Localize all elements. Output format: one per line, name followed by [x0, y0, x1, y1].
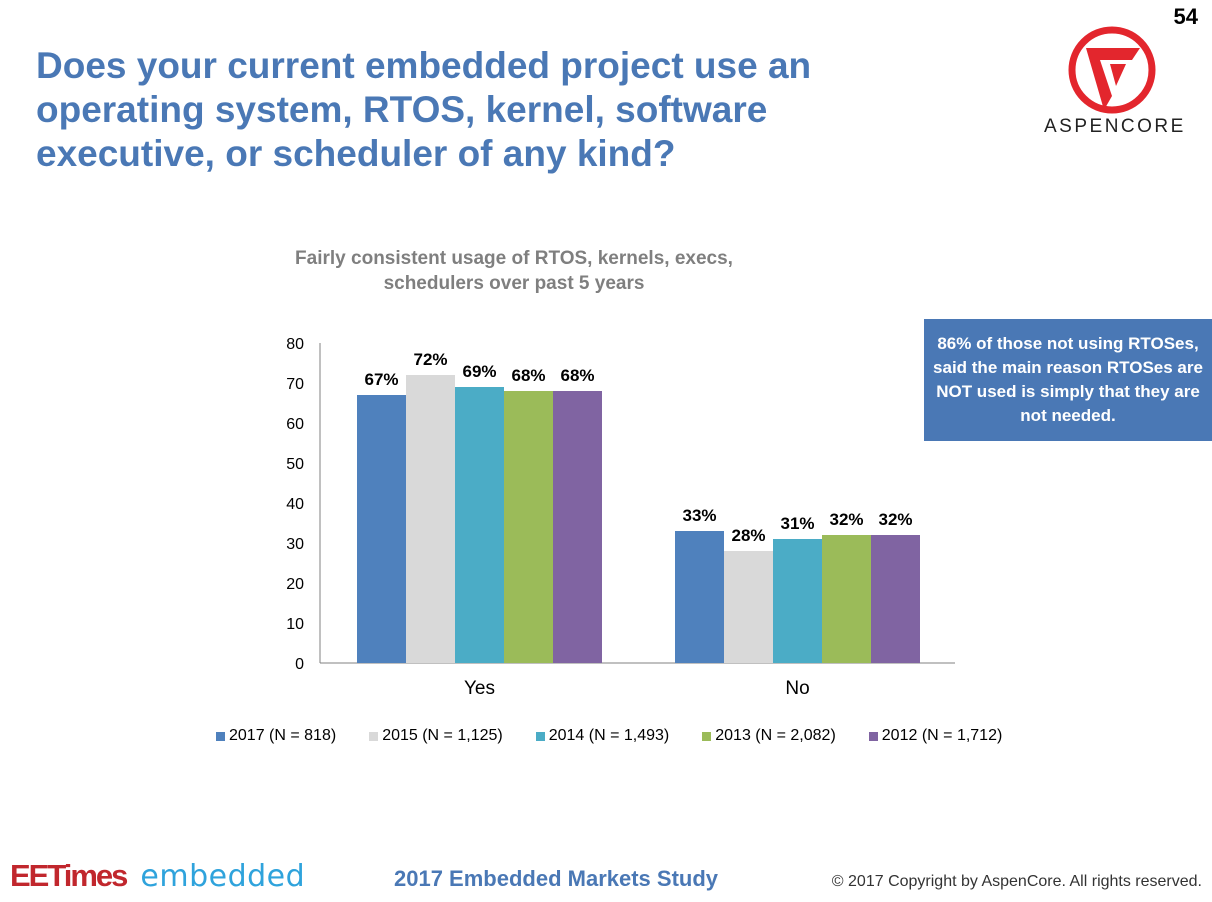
bar-no-2 — [724, 551, 773, 663]
bar-data-label: 32% — [878, 510, 912, 529]
aspencore-logo — [1068, 26, 1156, 114]
x-category-label: No — [785, 678, 809, 699]
bar-yes-4 — [504, 391, 553, 663]
bar-data-label: 33% — [682, 506, 716, 525]
bar-no-5 — [871, 535, 920, 663]
bar-no-4 — [822, 535, 871, 663]
bar-yes-2 — [406, 375, 455, 663]
legend-label: 2013 (N = 2,082) — [715, 727, 836, 744]
callout-box: 86% of those not using RTOSes, said the … — [924, 319, 1212, 441]
legend-swatch — [535, 731, 545, 741]
legend-label: 2014 (N = 1,493) — [548, 727, 670, 744]
legend-item: 2017 (N = 818) — [216, 727, 336, 745]
bar-data-label: 32% — [829, 510, 863, 529]
study-name: 2017 Embedded Markets Study — [394, 866, 719, 891]
bar-data-label: 69% — [462, 362, 496, 381]
bar-data-label: 68% — [511, 366, 545, 385]
eetimes-wordmark: EETimes — [10, 858, 128, 893]
bar-data-label: 31% — [780, 514, 814, 533]
y-tick-label: 40 — [286, 496, 304, 513]
embedded-wordmark: embedded — [140, 859, 306, 894]
y-tick-label: 70 — [286, 376, 304, 393]
legend-item: 2014 (N = 1,493) — [535, 727, 670, 745]
y-tick-label: 10 — [286, 616, 304, 633]
legend-swatch — [868, 731, 878, 741]
bar-data-label: 68% — [560, 366, 594, 385]
legend-label: 2015 (N = 1,125) — [382, 727, 503, 744]
logo-chevron-inner — [1110, 64, 1126, 86]
y-tick-label: 20 — [286, 576, 304, 593]
x-category-label: Yes — [464, 678, 495, 699]
bar-yes-5 — [553, 391, 602, 663]
y-tick-label: 80 — [286, 336, 304, 353]
bar-yes-1 — [357, 395, 406, 663]
chart-legend: 2017 (N = 818) 2015 (N = 1,125) 2014 (N = … — [216, 727, 1002, 745]
y-tick-label: 0 — [295, 656, 304, 673]
y-tick-label: 30 — [286, 536, 304, 553]
y-tick-label: 50 — [286, 456, 304, 473]
logo-wordmark: ASPENCORE — [1044, 116, 1186, 137]
bar-no-1 — [675, 531, 724, 663]
legend-swatch — [702, 731, 712, 741]
legend-swatch — [216, 731, 225, 741]
legend-item: 2013 (N = 2,082) — [702, 727, 836, 745]
bar-data-label: 28% — [731, 526, 765, 545]
callout-text: 86% of those not using RTOSes, said the … — [933, 334, 1203, 425]
legend-label: 2012 (N = 1,712) — [881, 727, 1003, 744]
logo-ring — [1068, 26, 1156, 114]
bar-yes-3 — [455, 387, 504, 663]
copyright-notice: © 2017 Copyright by AspenCore. All right… — [831, 873, 1202, 890]
bar-no-3 — [773, 539, 822, 663]
slide-title: Does your current embedded project use a… — [36, 45, 812, 174]
logo-chevron — [1086, 48, 1140, 110]
legend-item: 2012 (N = 1,712) — [868, 727, 1003, 745]
eetimes-embedded-logo: EETimes embedded — [10, 858, 305, 894]
legend-item: 2015 (N = 1,125) — [369, 727, 503, 745]
y-tick-label: 60 — [286, 416, 304, 433]
legend-swatch — [369, 731, 379, 741]
bar-data-label: 67% — [364, 370, 398, 389]
chart-title: Fairly consistent usage of RTOS, kernels… — [295, 248, 733, 294]
page-number: 54 — [1173, 4, 1198, 29]
bar-data-label: 72% — [413, 350, 447, 369]
legend-label: 2017 (N = 818) — [229, 727, 337, 744]
